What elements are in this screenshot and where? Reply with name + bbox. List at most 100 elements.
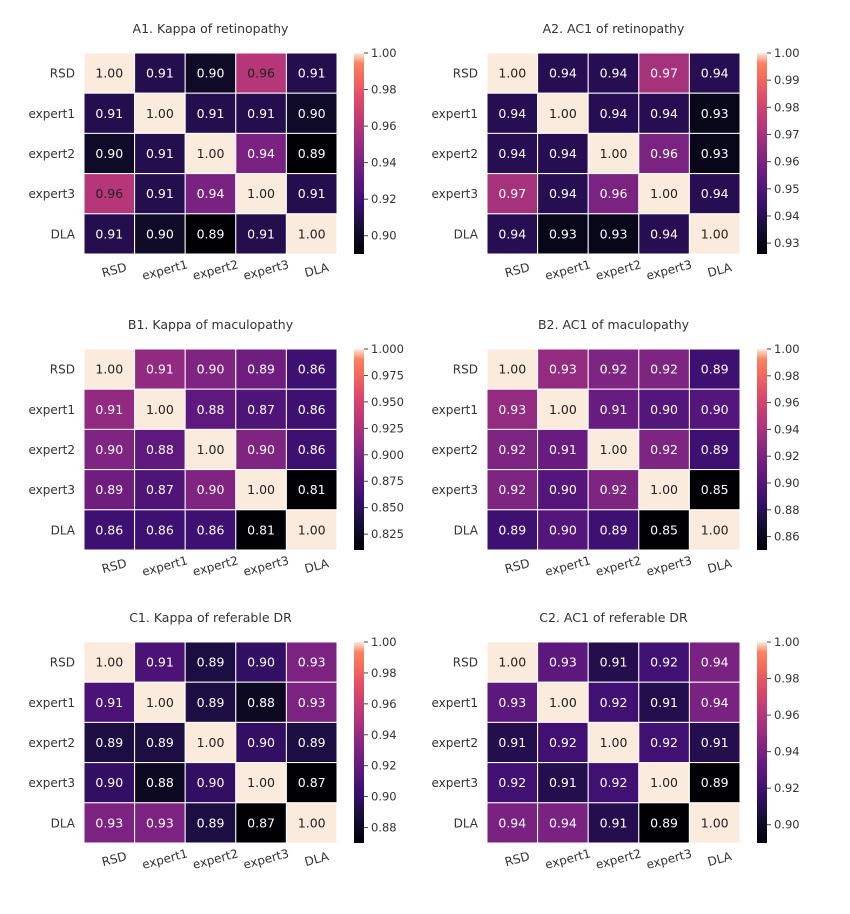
heatmap-cell (285, 92, 338, 134)
heatmap-cell (688, 388, 741, 430)
heatmap-panel-3: B1. Kappa of maculopathy 1.00 0.91 0.90 0.89… (28, 317, 403, 579)
heatmap-cell (587, 428, 640, 471)
cell-value-label: 0.91 (197, 106, 225, 121)
cell-value-label: 1.00 (95, 655, 123, 670)
heatmap-cell (184, 469, 237, 511)
colorbar-tick-label: 1.000 (371, 342, 404, 356)
cell-value-label: 0.97 (650, 66, 678, 81)
cell-value-label: 0.93 (146, 815, 174, 830)
row-label: RSD (453, 363, 478, 377)
column-label: DLA (706, 260, 734, 280)
heatmap-panel-6: C2. AC1 of referable DR 1.00 0.93 0.91 0.92 0… (431, 610, 799, 872)
colorbar-tick-label: 0.94 (371, 156, 397, 170)
cell-value-label: 0.92 (600, 695, 628, 710)
row-label: RSD (50, 363, 75, 377)
cell-value-label: 0.88 (146, 775, 174, 790)
cell-value-label: 0.90 (298, 106, 326, 121)
heatmap-panel-1: A1. Kappa of retinopathy 1.00 0.91 0.90 0.96… (28, 21, 396, 283)
column-label: expert3 (645, 257, 694, 283)
cell-value-label: 0.91 (95, 402, 123, 417)
cell-value-label: 1.00 (247, 775, 275, 790)
cell-value-label: 1.00 (247, 186, 275, 201)
panel-title: B2. AC1 of maculopathy (538, 317, 690, 332)
heatmap-cell (587, 641, 640, 683)
heatmap-cell (184, 681, 237, 723)
cell-value-label: 0.90 (197, 362, 225, 377)
panel-title: A2. AC1 of retinopathy (543, 21, 685, 36)
cell-value-label: 0.92 (498, 482, 526, 497)
column-label: DLA (303, 260, 331, 280)
cell-value-label: 0.86 (298, 362, 326, 377)
cell-value-label: 0.91 (247, 106, 275, 121)
cell-value-label: 0.92 (600, 775, 628, 790)
cell-value-label: 1.00 (498, 655, 526, 670)
cell-value-label: 0.94 (600, 106, 628, 121)
heatmap-cell (285, 388, 338, 430)
cell-value-label: 0.91 (650, 695, 678, 710)
cell-value-label: 0.92 (650, 362, 678, 377)
cell-value-label: 0.91 (146, 186, 174, 201)
cell-value-label: 0.85 (701, 482, 729, 497)
cell-value-label: 0.93 (498, 402, 526, 417)
colorbar (354, 642, 364, 843)
cell-value-label: 0.89 (146, 735, 174, 750)
heatmap-cell (134, 348, 186, 390)
row-label: expert2 (431, 443, 478, 457)
heatmap-cell (235, 802, 287, 844)
cell-value-label: 0.90 (549, 482, 577, 497)
cell-value-label: 0.85 (650, 522, 678, 537)
column-label: expert1 (544, 553, 593, 579)
cell-value-label: 0.87 (298, 775, 326, 790)
colorbar-tick-label: 0.925 (371, 421, 404, 435)
cell-value-label: 0.94 (498, 226, 526, 241)
heatmap-cell (486, 802, 539, 844)
heatmap-cell (83, 509, 136, 551)
heatmap-cell (134, 762, 186, 804)
cell-value-label: 1.00 (650, 775, 678, 790)
cell-value-label: 0.93 (298, 655, 326, 670)
column-label: expert1 (141, 846, 190, 872)
panel-title: C1. Kappa of referable DR (129, 610, 292, 625)
cell-value-label: 1.00 (600, 735, 628, 750)
row-label: expert1 (431, 696, 478, 710)
heatmap-cell (587, 348, 640, 390)
heatmap-cell (486, 762, 539, 804)
heatmap-cell (285, 173, 338, 215)
row-label: expert2 (431, 736, 478, 750)
column-label: DLA (303, 556, 331, 576)
heatmap-cell (688, 762, 741, 804)
cell-value-label: 1.00 (549, 695, 577, 710)
cell-value-label: 0.90 (247, 442, 275, 457)
colorbar-tick-label: 0.90 (371, 229, 397, 243)
cell-value-label: 0.94 (247, 146, 275, 161)
heatmap-cell (235, 173, 287, 215)
cell-value-label: 0.90 (197, 482, 225, 497)
heatmap-cell (83, 469, 136, 511)
heatmap-cell (537, 469, 589, 511)
heatmap-cell (285, 469, 338, 511)
cell-value-label: 0.89 (197, 655, 225, 670)
cell-value-label: 0.89 (701, 362, 729, 377)
row-label: expert1 (431, 107, 478, 121)
row-label: expert1 (28, 107, 75, 121)
cell-value-label: 1.00 (600, 442, 628, 457)
cell-value-label: 0.90 (95, 775, 123, 790)
cell-value-label: 0.91 (146, 655, 174, 670)
heatmap-cell (688, 469, 741, 511)
cell-value-label: 1.00 (498, 362, 526, 377)
column-label: RSD (100, 260, 128, 280)
column-label: expert2 (594, 846, 643, 872)
cell-value-label: 0.94 (650, 106, 678, 121)
heatmap-cell (638, 762, 690, 804)
heatmap-cell (235, 132, 287, 175)
cell-value-label: 0.96 (600, 186, 628, 201)
cell-value-label: 0.92 (650, 442, 678, 457)
cell-value-label: 0.90 (701, 402, 729, 417)
cell-value-label: 0.94 (600, 66, 628, 81)
column-label: DLA (303, 849, 331, 869)
cell-value-label: 0.94 (701, 695, 729, 710)
cell-value-label: 1.00 (701, 226, 729, 241)
heatmap-cell (486, 52, 539, 94)
column-label: RSD (503, 849, 531, 869)
heatmap-cell (486, 173, 539, 215)
